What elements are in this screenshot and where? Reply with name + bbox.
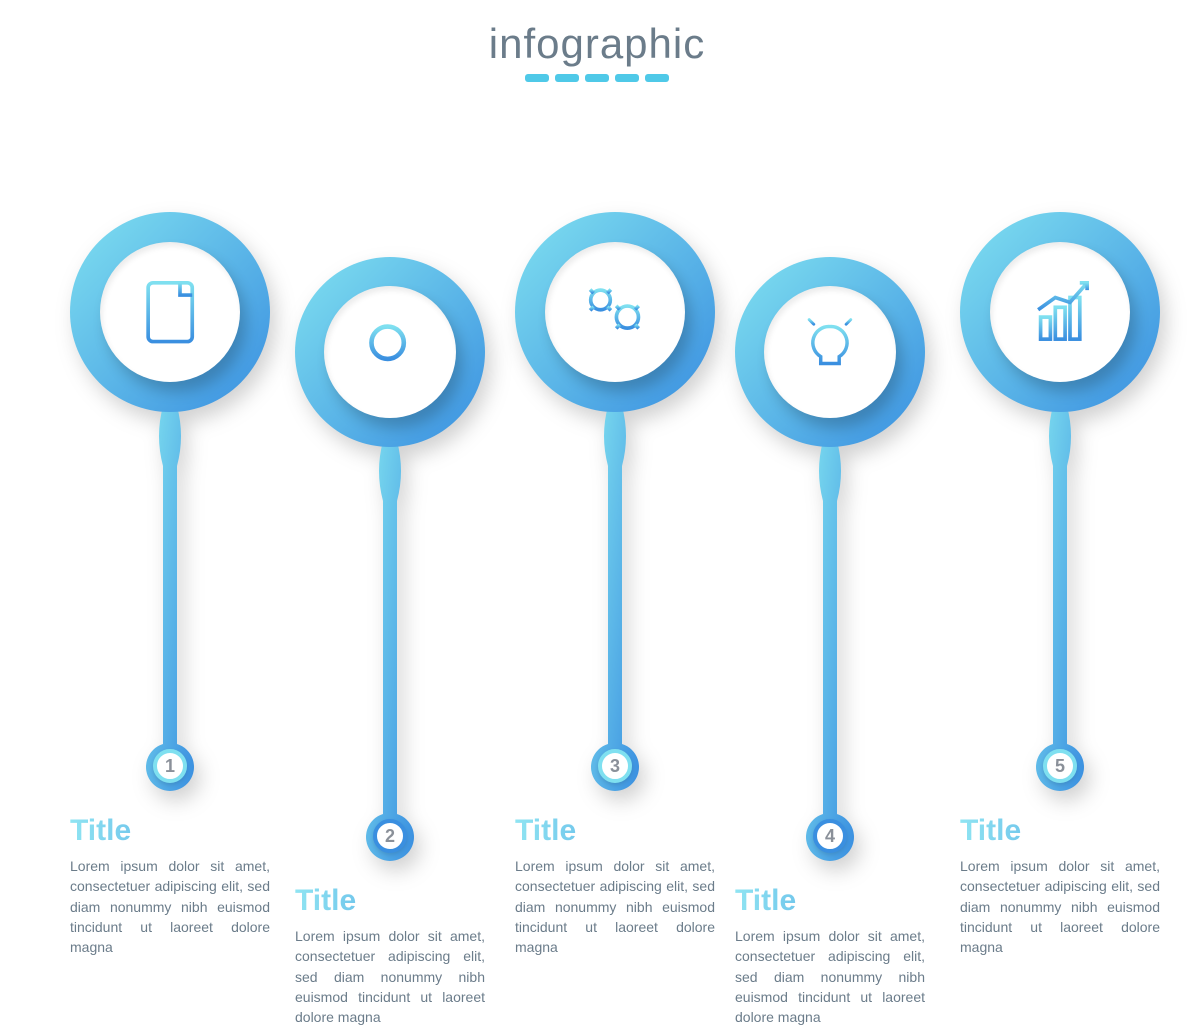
step-1: 1 Title Lorem ipsum dolor sit amet, consec… xyxy=(70,212,270,957)
step-inner-circle xyxy=(990,242,1130,382)
step-number: 2 xyxy=(385,826,395,847)
step-2: 2 Title Lorem ipsum dolor sit amet, consec… xyxy=(295,257,485,1027)
chart-icon xyxy=(1021,273,1099,351)
step-number-badge: 4 xyxy=(813,819,847,853)
header-dashes xyxy=(0,74,1194,82)
header: infographic xyxy=(0,0,1194,82)
step-body: Lorem ipsum dolor sit amet, consectetuer… xyxy=(735,926,925,1027)
step-inner-circle xyxy=(764,286,896,418)
step-body: Lorem ipsum dolor sit amet, consectetuer… xyxy=(960,856,1160,957)
step-inner-circle xyxy=(545,242,685,382)
step-3: 3 Title Lorem ipsum dolor sit amet, consec… xyxy=(515,212,715,957)
step-number-badge: 1 xyxy=(153,749,187,783)
magnifier-icon xyxy=(353,315,427,389)
step-number: 4 xyxy=(825,826,835,847)
step-number: 3 xyxy=(610,756,620,777)
step-title: Title xyxy=(960,814,1160,848)
step-number-badge: 3 xyxy=(598,749,632,783)
step-4: 4 Title Lorem ipsum dolor sit amet, consec… xyxy=(735,257,925,1027)
gears-icon xyxy=(576,273,654,351)
step-title: Title xyxy=(735,884,925,918)
step-title: Title xyxy=(70,814,270,848)
step-inner-circle xyxy=(324,286,456,418)
step-number-badge: 2 xyxy=(373,819,407,853)
step-5: 5 Title Lorem ipsum dolor sit amet, consec… xyxy=(960,212,1160,957)
step-number-badge: 5 xyxy=(1043,749,1077,783)
step-number: 5 xyxy=(1055,756,1065,777)
document-icon xyxy=(131,273,209,351)
step-body: Lorem ipsum dolor sit amet, consectetuer… xyxy=(295,926,485,1027)
step-title: Title xyxy=(515,814,715,848)
page-title: infographic xyxy=(0,20,1194,68)
step-inner-circle xyxy=(100,242,240,382)
steps-container: 1TitleLorem ipsum dolor sit amet, consec… xyxy=(0,82,1194,932)
lightbulb-icon xyxy=(793,315,867,389)
step-title: Title xyxy=(295,884,485,918)
step-number: 1 xyxy=(165,756,175,777)
step-body: Lorem ipsum dolor sit amet, consectetuer… xyxy=(70,856,270,957)
step-body: Lorem ipsum dolor sit amet, consectetuer… xyxy=(515,856,715,957)
